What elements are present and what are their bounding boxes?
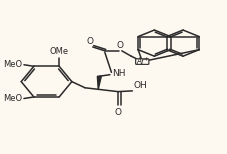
Text: Ar*: Ar* (136, 57, 148, 66)
Text: O: O (117, 41, 124, 50)
Text: OMe: OMe (50, 47, 69, 56)
Text: MeO: MeO (3, 60, 22, 69)
Text: O: O (86, 37, 94, 46)
FancyBboxPatch shape (136, 59, 149, 64)
Text: MeO: MeO (3, 94, 22, 103)
Text: NH: NH (113, 69, 126, 78)
Polygon shape (97, 76, 101, 89)
Text: OH: OH (133, 81, 147, 90)
Text: O: O (115, 108, 121, 117)
